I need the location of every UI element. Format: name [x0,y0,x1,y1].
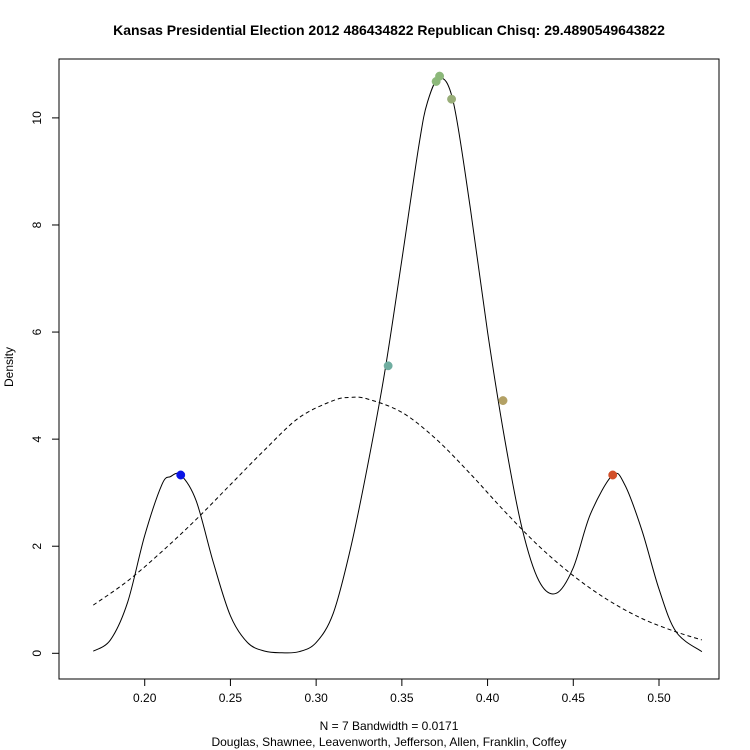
x-tick-label: 0.35 [390,691,414,705]
x-tick-label: 0.50 [647,691,671,705]
x-axis: 0.20 0.25 0.30 0.35 0.40 0.45 0.50 [133,678,671,705]
series-layer [93,77,703,654]
county-point [176,470,186,480]
y-tick-label: 8 [30,221,44,228]
chart-title: Kansas Presidential Election 2012 486434… [113,22,665,38]
kernel-density-curve [93,77,703,654]
y-tick-label: 6 [30,328,44,335]
x-tick-label: 0.45 [562,691,586,705]
x-tick-label: 0.25 [219,691,243,705]
x-tick-label: 0.30 [304,691,328,705]
y-axis: 0 2 4 6 8 10 [30,111,60,657]
county-point [435,71,445,81]
county-point [383,361,393,371]
county-point [498,396,508,406]
county-point [608,470,618,480]
x-tick-label: 0.20 [133,691,157,705]
x-axis-label-line2: Douglas, Shawnee, Leavenworth, Jefferson… [211,735,566,749]
y-tick-label: 10 [30,111,44,125]
y-tick-label: 0 [30,650,44,657]
normal-density-curve [93,396,703,641]
x-axis-label-line1: N = 7 Bandwidth = 0.0171 [320,719,459,733]
y-axis-label: Density [2,347,16,387]
y-tick-label: 4 [30,435,44,442]
y-tick-label: 2 [30,543,44,550]
x-tick-label: 0.40 [476,691,500,705]
points-layer [176,71,618,480]
county-point [447,94,457,104]
